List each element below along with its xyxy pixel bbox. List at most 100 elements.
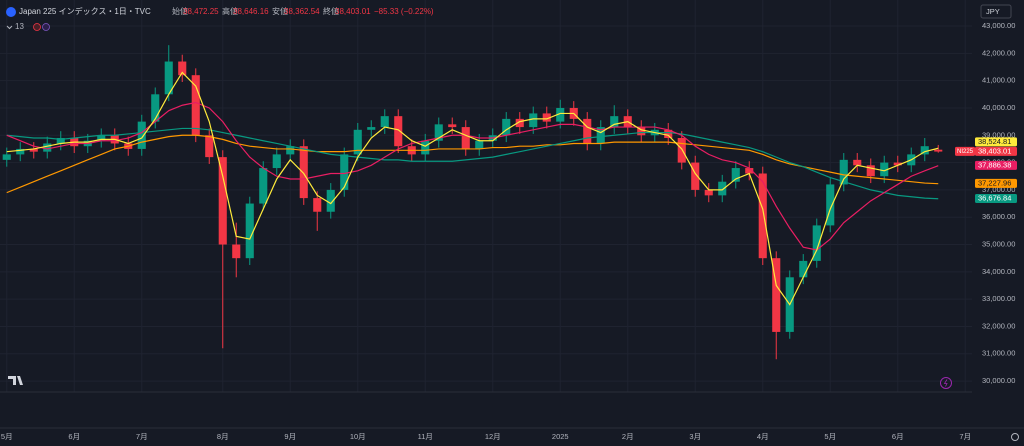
candle-body [718,181,727,196]
y-tick-label: 39,000.00 [982,130,1015,139]
candle-body [920,146,929,155]
y-tick-label: 34,000.00 [982,267,1015,276]
x-tick-label: 3月 [689,432,701,441]
x-tick-label: 6月 [892,432,904,441]
candle-body [610,116,619,128]
candle-body [353,129,362,155]
y-tick-label: 35,000.00 [982,240,1015,249]
y-tick-label: 42,000.00 [982,48,1015,57]
price-label: 38,403.01 [978,147,1011,156]
y-tick-label: 33,000.00 [982,294,1015,303]
price-label: 38,524.81 [978,137,1011,146]
candle-body [326,189,335,212]
x-tick-label: 5月 [824,432,836,441]
candle-body [704,189,713,196]
y-tick-label: 43,000.00 [982,21,1015,30]
candle-body [637,127,646,136]
currency[interactable]: JPY [986,7,1000,16]
x-tick-label: 2月 [622,432,634,441]
candle-body [880,162,889,177]
candle-body [16,148,25,155]
y-tick-label: 37,000.00 [982,185,1015,194]
candle-body [812,225,821,261]
indicator-count[interactable]: 13 [15,22,24,31]
candle-body [56,138,65,144]
low-value: 38,362.54 [284,7,320,16]
event-icon[interactable] [33,23,41,31]
y-tick-label: 36,000.00 [982,212,1015,221]
candle-body [394,116,403,147]
alert-bolt [943,379,948,387]
x-tick-label: 4月 [757,432,769,441]
x-tick-label: 9月 [284,432,296,441]
symbol-icon[interactable] [6,7,16,17]
candle-body [448,124,457,128]
candle-body [691,162,700,190]
price-label: 37,227.96 [978,179,1011,188]
price-axis: 30,000.00 31,000.00 32,000.00 33,000.00 34,0… [955,21,1017,385]
candle-body [367,127,376,130]
currency-button[interactable] [980,4,1012,19]
candle-body [664,129,673,139]
candle-body [299,146,308,199]
collapse-icon[interactable] [6,25,13,30]
close-label: 終値 [323,6,339,16]
alert-icon[interactable] [940,377,952,389]
candle-body [137,121,146,149]
candle-body [340,154,349,190]
candle-body [286,146,295,155]
candle-body [799,260,808,278]
candle-body [839,159,848,185]
candle-body [29,148,38,152]
chart-title[interactable]: Japan 225 インデックス・1日・TVC [19,6,151,16]
low-label: 安値 [272,6,288,16]
candle-body [178,61,187,76]
candle-body [461,127,470,149]
y-tick-label: 31,000.00 [982,349,1015,358]
x-tick-label: 7月 [959,432,971,441]
candle-body [151,94,160,122]
candle-body [475,140,484,149]
candle-body [677,138,686,163]
candle-body [232,244,241,259]
settings-icon[interactable] [1011,433,1019,441]
candle-body [259,168,268,204]
candle-body [2,154,11,160]
candle-body [731,168,740,182]
candle-body [380,116,389,128]
x-tick-label: 6月 [68,432,80,441]
candle-body [272,154,281,169]
price-label: 36,676.84 [978,194,1011,203]
x-tick-label: 8月 [217,432,229,441]
x-tick-label: 2025 [552,432,569,441]
candle-body [758,173,767,259]
price-label-box [975,137,1017,147]
symbol-label-box [955,146,975,156]
moving-average-line [6,101,939,251]
x-tick-label: 7月 [136,432,148,441]
event-icon[interactable] [42,23,50,31]
plot [2,45,943,360]
y-tick-label: 30,000.00 [982,376,1015,385]
price-label-box [975,193,1017,203]
logo[interactable] [8,376,23,385]
x-tick-label: 12月 [485,432,501,441]
candle-body [866,165,875,177]
x-tick-label: 10月 [350,432,366,441]
candle-body [43,143,52,152]
candle-body [934,149,943,152]
candle-body [515,118,524,128]
y-tick-label: 40,000.00 [982,103,1015,112]
candle-body [745,168,754,174]
high-label: 高値 [222,6,238,16]
y-tick-label: 32,000.00 [982,321,1015,330]
candle-body [313,198,322,212]
candle-body [772,258,781,332]
candle-body [218,157,227,245]
candle-body [556,107,565,122]
candle-body [893,162,902,166]
price-label-box [975,146,1017,156]
candle-body [421,140,430,155]
